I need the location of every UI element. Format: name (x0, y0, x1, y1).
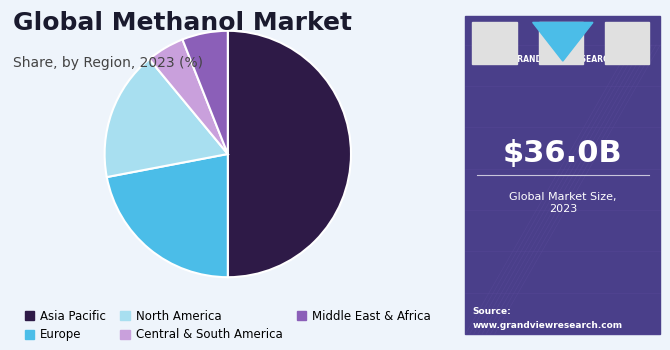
Polygon shape (533, 22, 593, 61)
Text: Global Methanol Market: Global Methanol Market (13, 10, 352, 35)
Wedge shape (182, 31, 228, 154)
Text: Share, by Region, 2023 (%): Share, by Region, 2023 (%) (13, 56, 204, 70)
Text: $36.0B: $36.0B (503, 140, 622, 168)
Text: Source:
www.grandviewresearch.com: Source: www.grandviewresearch.com (473, 307, 623, 330)
Wedge shape (228, 31, 351, 277)
Wedge shape (107, 154, 228, 277)
Legend: Asia Pacific, Europe, North America, Central & South America, Middle East & Afri: Asia Pacific, Europe, North America, Cen… (25, 309, 431, 342)
Bar (605, 22, 649, 64)
Text: GRAND VIEW RESEARCH: GRAND VIEW RESEARCH (511, 55, 615, 64)
Bar (539, 22, 583, 64)
Wedge shape (105, 59, 228, 177)
Wedge shape (149, 40, 228, 154)
Bar (472, 22, 517, 64)
Text: Global Market Size,
2023: Global Market Size, 2023 (509, 192, 616, 214)
